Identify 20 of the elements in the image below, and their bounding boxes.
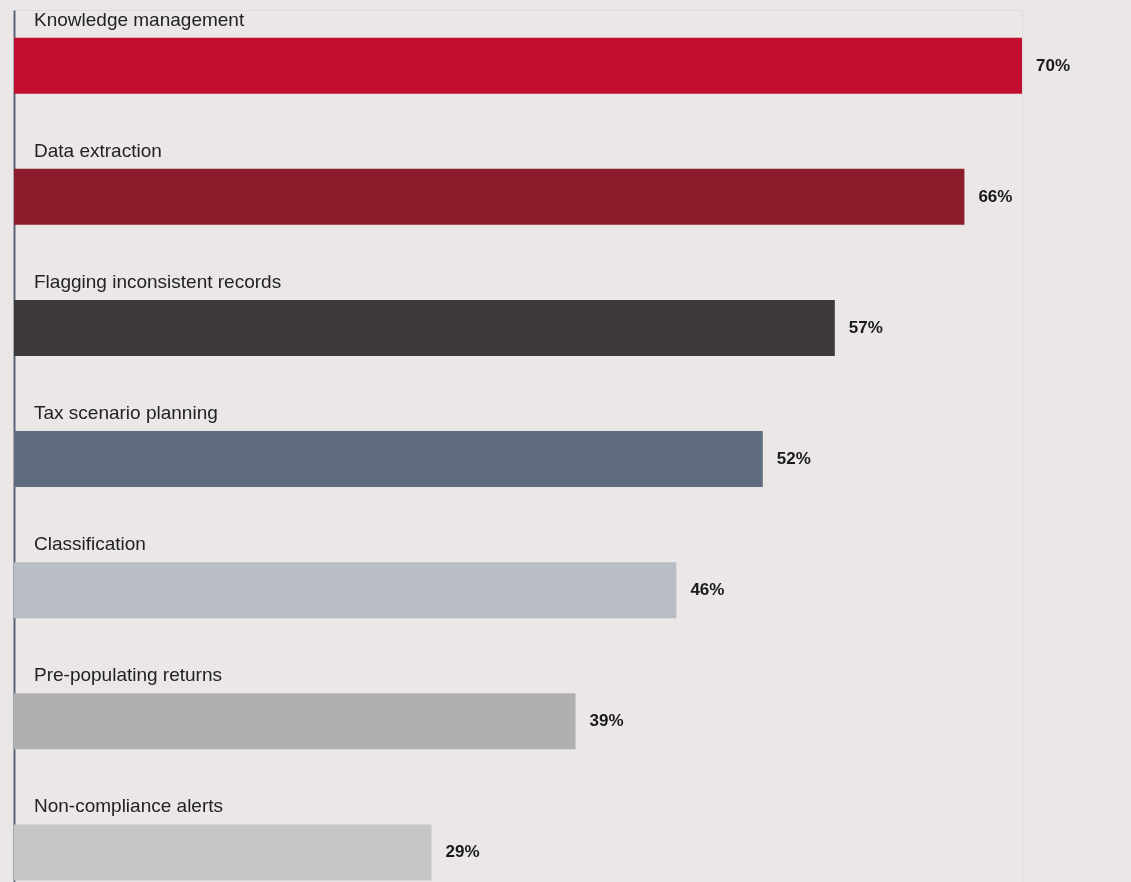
data-label: 70% [1036, 55, 1071, 75]
bar [14, 693, 576, 750]
y-tick-label: Classification [34, 533, 146, 555]
data-label: 29% [445, 842, 480, 862]
y-tick-label: Flagging inconsistent records [34, 270, 282, 292]
bar [14, 168, 965, 225]
data-label: 39% [589, 711, 624, 731]
bar [14, 562, 677, 619]
y-tick-label: Data extraction [34, 139, 162, 161]
bar [14, 37, 1022, 94]
data-label: 46% [690, 580, 725, 600]
bar [14, 824, 432, 881]
y-tick-label: Tax scenario planning [34, 402, 218, 424]
data-label: 57% [848, 317, 883, 337]
data-label: 52% [776, 449, 811, 469]
data-label: 66% [978, 186, 1013, 206]
y-tick-label: Non-compliance alerts [34, 795, 224, 817]
y-tick-label: Pre-populating returns [34, 664, 222, 686]
y-tick-label: Knowledge management [34, 8, 245, 30]
bar [14, 299, 835, 356]
